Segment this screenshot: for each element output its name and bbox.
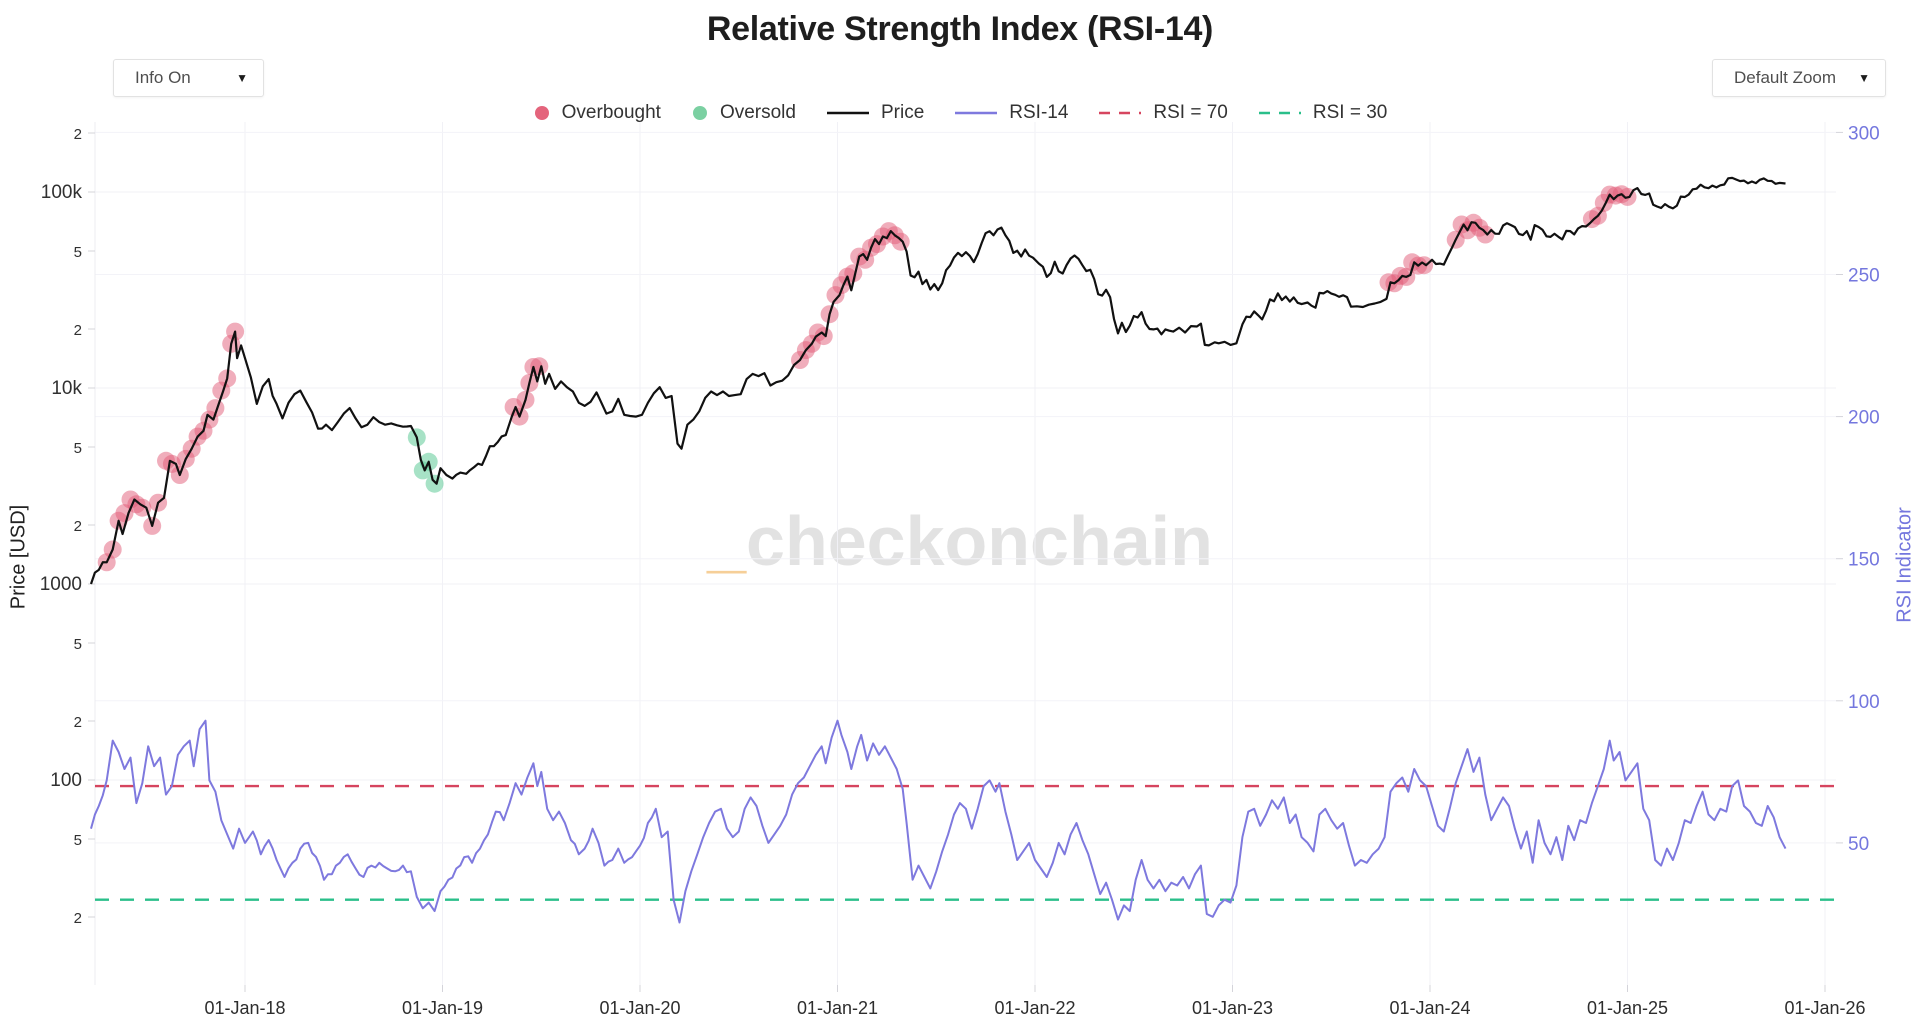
legend-item-label: RSI-14 <box>1009 102 1069 123</box>
oversold-dots <box>407 428 444 493</box>
right-tick-label: 200 <box>1848 408 1880 429</box>
legend-item-rsi-70[interactable]: RSI = 70 <box>1098 102 1228 124</box>
legend-item-rsi-30[interactable]: RSI = 30 <box>1258 102 1387 124</box>
dropdown-arrow-icon: ▼ <box>236 71 248 85</box>
left-tick-label: 5 <box>74 244 82 261</box>
watermark-text: checkonchain <box>746 502 1213 580</box>
rsi-line <box>90 719 1787 924</box>
x-tick-label: 01-Jan-23 <box>1192 998 1273 1018</box>
price-line <box>89 176 1786 585</box>
overbought-dots <box>97 185 1637 572</box>
left-tick-label: 2 <box>74 518 82 535</box>
left-tick-label: 5 <box>74 832 82 849</box>
x-tick-label: 01-Jan-25 <box>1587 998 1668 1018</box>
gridlines <box>94 122 1836 985</box>
legend-item-label: Price <box>880 102 925 123</box>
x-tick-label: 01-Jan-20 <box>599 998 680 1018</box>
legend-item-price[interactable]: Price <box>826 102 924 124</box>
left-tick-label: 2 <box>74 322 82 339</box>
info-dropdown-label: Info On <box>135 68 191 87</box>
overbought-dot <box>1476 225 1495 244</box>
left-tick-label: 5 <box>74 636 82 653</box>
x-tick-label: 01-Jan-19 <box>402 998 483 1018</box>
right-tick-label: 250 <box>1848 266 1880 287</box>
right-tick-label: 50 <box>1848 834 1869 855</box>
legend-dash-marker-icon <box>1258 111 1301 115</box>
right-tick-label: 300 <box>1848 123 1880 144</box>
x-axis-ticks: 01-Jan-18 01-Jan-19 01-Jan-20 01-Jan-21 01-J… <box>204 985 1866 1018</box>
legend-item-oversold[interactable]: Oversold <box>691 102 796 124</box>
left-tick-label: 1000 <box>40 574 82 595</box>
oversold-dot <box>425 474 444 493</box>
legend-dot-marker-icon <box>534 106 549 120</box>
x-tick-label: 01-Jan-18 <box>204 998 285 1018</box>
legend-item-rsi-14[interactable]: RSI-14 <box>954 102 1068 124</box>
zoom-dropdown[interactable]: Default Zoom ▼ <box>1712 59 1886 97</box>
watermark-underscore: _ <box>707 502 747 580</box>
legend-item-label: Oversold <box>719 102 796 123</box>
x-tick-label: 01-Jan-22 <box>994 998 1075 1018</box>
left-tick-label: 100k <box>41 182 83 203</box>
legend: Overbought Oversold Price RSI-14 RSI = 70 RSI… <box>0 98 1920 128</box>
left-tick-label: 2 <box>74 714 82 731</box>
x-tick-label: 01-Jan-21 <box>797 998 878 1018</box>
x-tick-label: 01-Jan-24 <box>1389 998 1470 1018</box>
legend-line-marker-icon <box>826 111 869 115</box>
left-tick-label: 2 <box>74 910 82 927</box>
watermark: _checkonchain <box>707 501 1213 581</box>
left-axis-ticks: 2 100k 5 2 10k 5 2 1000 5 2 100 5 2 <box>40 126 95 927</box>
overbought-dot <box>814 327 833 346</box>
left-tick-label: 100 <box>50 770 82 791</box>
chart-title: Relative Strength Index (RSI-14) <box>706 10 1214 48</box>
x-tick-label: 01-Jan-26 <box>1784 998 1865 1018</box>
legend-item-label: Overbought <box>561 102 661 123</box>
legend-line-marker-icon <box>955 111 998 115</box>
legend-item-overbought[interactable]: Overbought <box>533 102 661 124</box>
left-tick-label: 5 <box>74 440 82 457</box>
info-dropdown[interactable]: Info On ▼ <box>113 59 264 97</box>
dropdown-arrow-icon: ▼ <box>1858 71 1870 85</box>
right-tick-label: 150 <box>1848 550 1880 571</box>
left-tick-label: 10k <box>51 378 82 399</box>
legend-item-label: RSI = 30 <box>1312 102 1388 123</box>
left-tick-label: 2 <box>74 126 82 143</box>
legend-item-label: RSI = 70 <box>1153 102 1228 123</box>
overbought-dot <box>1415 256 1434 275</box>
left-axis-title: Price [USD] <box>7 504 30 610</box>
zoom-dropdown-label: Default Zoom <box>1734 68 1837 87</box>
right-tick-label: 100 <box>1848 692 1880 713</box>
legend-dot-marker-icon <box>692 106 707 120</box>
right-axis-title: RSI Indicator <box>1893 507 1916 623</box>
right-axis-ticks: 300 250 200 150 100 50 <box>1836 123 1880 855</box>
legend-dash-marker-icon <box>1099 111 1142 115</box>
